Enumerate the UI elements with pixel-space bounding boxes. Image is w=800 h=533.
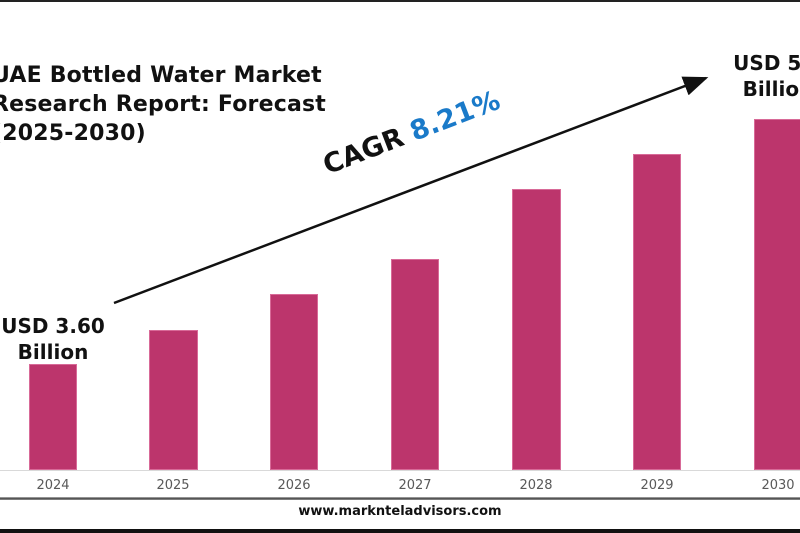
x-tick-label: 2030 bbox=[761, 478, 795, 493]
x-axis-line bbox=[0, 470, 800, 471]
bar-2026 bbox=[270, 294, 318, 470]
x-tick-label: 2027 bbox=[398, 478, 432, 493]
bottom-border bbox=[0, 529, 800, 533]
bar-2024 bbox=[29, 364, 77, 470]
bar-2029 bbox=[633, 154, 681, 470]
end-value-label: USD 5.7 Billion bbox=[733, 51, 800, 101]
footer-website: www.marknteladvisors.com bbox=[298, 504, 502, 519]
start-value-label: USD 3.60 Billion bbox=[1, 314, 105, 364]
bar-2025 bbox=[149, 330, 198, 470]
bar-2027 bbox=[391, 259, 439, 470]
footer-separator bbox=[0, 497, 800, 500]
x-tick-label: 2026 bbox=[277, 478, 311, 493]
x-tick-label: 2024 bbox=[36, 478, 70, 493]
x-tick-label: 2029 bbox=[640, 478, 674, 493]
x-tick-label: 2025 bbox=[156, 478, 190, 493]
bar-2028 bbox=[512, 189, 561, 470]
bar-2030 bbox=[754, 119, 800, 470]
chart-title: UAE Bottled Water Market Research Report… bbox=[0, 63, 327, 146]
x-tick-label: 2028 bbox=[519, 478, 553, 493]
top-border bbox=[0, 0, 800, 2]
